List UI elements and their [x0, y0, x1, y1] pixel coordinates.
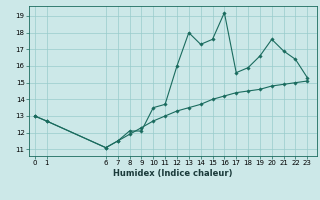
X-axis label: Humidex (Indice chaleur): Humidex (Indice chaleur): [113, 169, 233, 178]
